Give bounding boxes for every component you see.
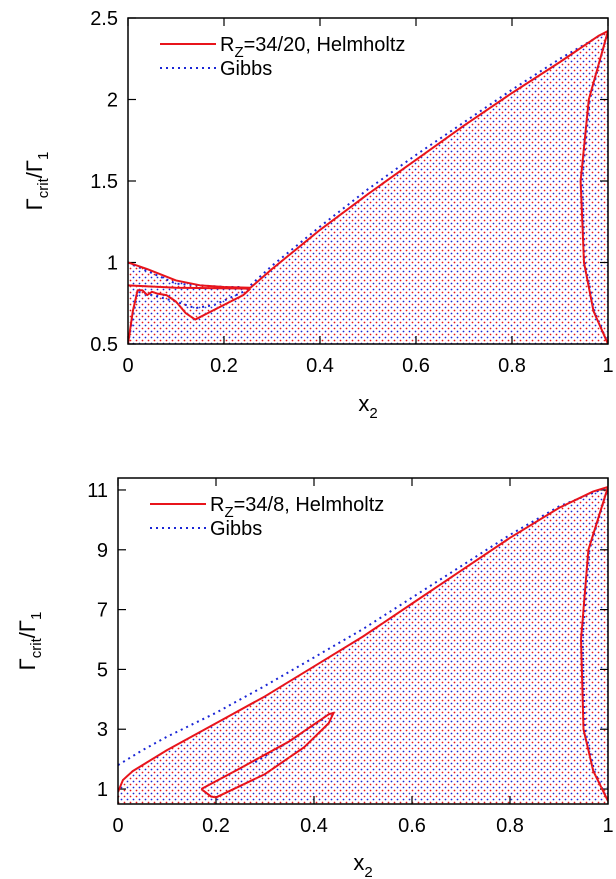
series-lines <box>128 30 608 344</box>
x-tick-label: 0.6 <box>398 815 426 837</box>
series-line-helmholtz <box>580 486 608 802</box>
plot-frame <box>117 477 609 805</box>
y-tick-label: 1 <box>97 779 108 801</box>
series-line-gibbs <box>118 486 608 766</box>
dotted-fill-area <box>118 486 608 804</box>
legend: RZ=34/20, Helmholtz Gibbs <box>160 34 405 80</box>
legend: RZ=34/8, Helmholtz Gibbs <box>150 494 384 540</box>
x-axis-label: x2 <box>358 391 377 422</box>
x-tick-label: 1 <box>602 355 613 377</box>
x-axis-label: x2 <box>353 850 372 879</box>
y-tick-label: 7 <box>97 600 108 622</box>
series-line-helmholtz <box>128 287 252 344</box>
plot-frame <box>127 17 609 345</box>
x-tick-label: 1 <box>602 815 613 837</box>
series-line-gibbs <box>128 30 608 344</box>
x-tick-label: 0.8 <box>496 815 524 837</box>
y-axis-label: Γcrit/Γ1 <box>15 612 45 671</box>
series-line-helmholtz <box>118 486 608 793</box>
x-tick-label: 0.4 <box>300 815 328 837</box>
series-line-helmholtz <box>128 30 608 289</box>
y-tick-label: 5 <box>97 659 108 681</box>
x-tick-label: 0.6 <box>402 355 430 377</box>
legend-label-gibbs: Gibbs <box>210 518 262 540</box>
series-line-helmholtz <box>200 711 335 799</box>
y-tick-label: 11 <box>87 480 108 502</box>
x-tick-label: 0.2 <box>202 815 230 837</box>
x-tick-label: 0.2 <box>210 355 238 377</box>
y-tick-label: 3 <box>97 719 108 741</box>
x-tick-label: 0.4 <box>306 355 334 377</box>
series-line-helmholtz <box>128 284 251 290</box>
y-tick-label: 1.5 <box>90 171 118 193</box>
legend-label-helmholtz: RZ=34/20, Helmholtz <box>220 34 405 61</box>
series-lines <box>118 486 608 802</box>
x-tick-label: 0 <box>122 355 133 377</box>
filled-region <box>118 486 608 804</box>
x-tick-label: 0 <box>112 815 123 837</box>
y-tick-label: 9 <box>97 540 108 562</box>
filled-region <box>128 31 608 344</box>
tick-labels: 0 0.2 0.4 0.6 0.8 1 0.5 1 1.5 2 2.5 <box>90 8 613 377</box>
y-tick-label: 0.5 <box>90 334 118 356</box>
series-line-helmholtz <box>579 30 608 344</box>
dotted-fill-area <box>128 31 608 344</box>
chart-panel-top: 0 0.2 0.4 0.6 0.8 1 0.5 1 1.5 2 2.5 x2 Γcrit/Γ1 RZ… <box>22 8 614 422</box>
x-tick-label: 0.8 <box>498 355 526 377</box>
axis-ticks <box>117 478 609 804</box>
y-tick-label: 2 <box>107 90 118 112</box>
legend-label-helmholtz: RZ=34/8, Helmholtz <box>210 494 384 521</box>
legend-label-gibbs: Gibbs <box>220 58 272 80</box>
y-axis-label: Γcrit/Γ1 <box>22 152 52 211</box>
y-tick-label: 2.5 <box>90 8 118 30</box>
y-tick-label: 1 <box>107 253 118 275</box>
